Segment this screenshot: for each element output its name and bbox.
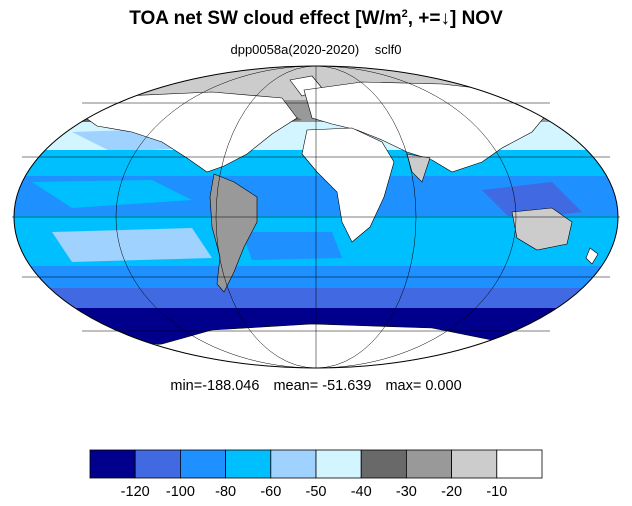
new-zealand	[585, 247, 599, 265]
south-pacific-subtropics	[52, 228, 212, 262]
east-pacific-dry	[32, 180, 192, 208]
north-america	[71, 91, 298, 173]
south-america	[209, 173, 258, 293]
colorbar-tick-label: -20	[441, 484, 463, 500]
title-prefix: TOA net SW cloud effect [W/m	[129, 8, 402, 29]
plot-title: TOA net SW cloud effect [W/m2, +=↓] NOV	[0, 8, 632, 30]
colorbar-tick-label: -60	[260, 484, 282, 500]
graticule	[12, 65, 620, 369]
south-atlantic-clouds	[242, 232, 342, 260]
colorbar-box	[270, 449, 317, 479]
colorbar-tick-label: -120	[120, 484, 150, 500]
colorbar-box	[496, 449, 543, 479]
africa	[301, 127, 395, 243]
subtitle-variable: sclf0	[374, 42, 402, 57]
colorbar-box	[180, 449, 227, 479]
maritime-continent-clouds	[482, 182, 582, 220]
stat-max: max= 0.000	[385, 378, 462, 394]
colorbar-box	[134, 449, 181, 479]
colorbar-tick-label: -40	[350, 484, 372, 500]
field-statistics: min=-188.046 mean= -51.639 max= 0.000	[0, 378, 632, 394]
colorbar-box	[360, 449, 407, 479]
colorbar-tick-label: -80	[215, 484, 237, 500]
stat-mean: mean= -51.639	[273, 378, 372, 394]
title-superscript: 2	[401, 8, 408, 20]
colorbar	[89, 449, 543, 479]
colorbar-box	[315, 449, 362, 479]
colorbar-box	[225, 449, 272, 479]
colorbar-tick-labels: -120 -100 -80 -60 -50 -40 -30 -20 -10	[0, 484, 632, 504]
colorbar-box	[451, 449, 498, 479]
title-suffix: , +=↓] NOV	[407, 8, 503, 29]
stat-min: min=-188.046	[170, 378, 260, 394]
colorbar-tick-label: -30	[395, 484, 417, 500]
world-map	[12, 65, 620, 369]
colorbar-tick-label: -100	[165, 484, 195, 500]
plot-subtitle: dpp0058a(2020-2020) sclf0	[0, 42, 632, 57]
subtitle-run: dpp0058a(2020-2020)	[230, 42, 360, 57]
australia	[511, 207, 573, 251]
map-border	[13, 65, 619, 369]
colorbar-tick-label: -50	[305, 484, 327, 500]
colorbar-tick-label: -10	[486, 484, 508, 500]
colorbar-box	[405, 449, 452, 479]
colorbar-box	[89, 449, 136, 479]
